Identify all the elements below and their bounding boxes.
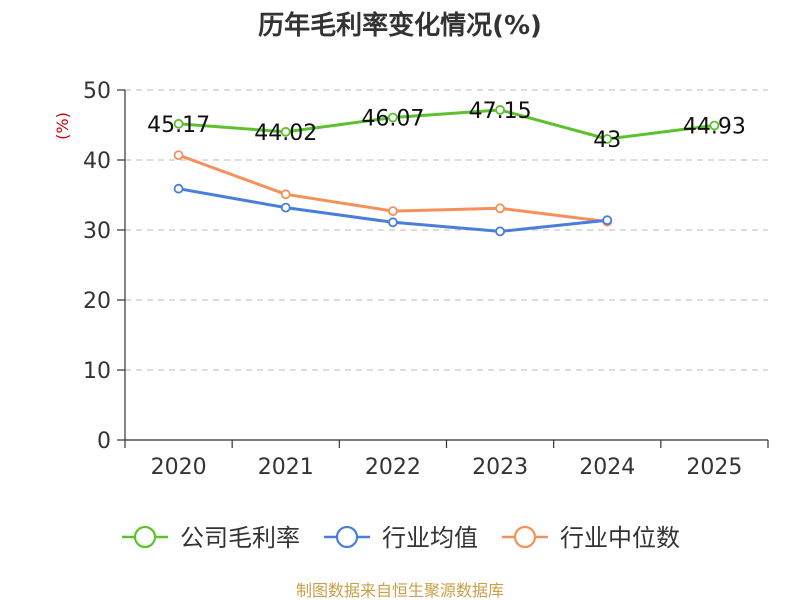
data-point [280, 189, 291, 200]
series: 45.17 44.02 46.07 47.15 43 44.93 [147, 99, 746, 237]
data-point [388, 217, 398, 228]
legend-label: 公司毛利率 [180, 524, 300, 552]
axes: 0 10 20 30 40 50 2020 2021 2022 2023 2024 2025 [83, 79, 769, 480]
y-tick-label: 0 [97, 429, 111, 454]
data-label: 43 [593, 128, 621, 153]
y-tick-label: 10 [83, 359, 111, 384]
series-1 [173, 183, 613, 237]
legend-label: 行业中位数 [560, 524, 680, 552]
y-tick-label: 40 [83, 149, 111, 174]
data-point [709, 120, 720, 131]
data-label: 45.17 [147, 113, 210, 138]
series-2 [173, 150, 613, 227]
legend: 公司毛利率 行业均值 行业中位数 [122, 524, 680, 552]
x-tick-label: 2022 [365, 455, 421, 480]
series-line [178, 108, 715, 141]
legend-swatch-marker [335, 525, 359, 549]
data-point [495, 105, 505, 115]
y-axis-label: (%) [53, 112, 72, 140]
data-label: 46.07 [361, 107, 424, 132]
y-tick-label: 50 [83, 79, 111, 104]
x-tick-label: 2024 [579, 455, 635, 480]
data-point [388, 206, 398, 217]
data-point [602, 134, 613, 144]
data-point [495, 203, 505, 214]
legend-swatch-marker [133, 525, 157, 549]
x-tick-label: 2020 [151, 455, 207, 480]
legend-item: 行业中位数 [502, 524, 680, 552]
y-tick-label: 20 [83, 289, 111, 314]
series-0: 45.17 44.02 46.07 47.15 43 44.93 [147, 99, 746, 153]
data-point [173, 118, 184, 129]
data-point [173, 150, 184, 161]
data-label: 44.93 [683, 114, 746, 139]
legend-item: 行业均值 [324, 524, 478, 552]
data-point [388, 112, 398, 123]
legend-item: 公司毛利率 [122, 524, 300, 552]
grid [125, 89, 768, 371]
data-point [495, 226, 505, 237]
x-tick-label: 2023 [472, 455, 528, 480]
data-point [280, 126, 291, 137]
legend-label: 行业均值 [382, 524, 478, 552]
data-point [280, 202, 291, 213]
x-tick-label: 2025 [686, 455, 742, 480]
chart-title: 历年毛利率变化情况(%) [258, 10, 542, 41]
source-note: 制图数据来自恒生聚源数据库 [296, 581, 504, 600]
y-tick-label: 30 [83, 219, 111, 244]
legend-swatch-marker [513, 525, 537, 549]
x-tick-label: 2021 [258, 455, 314, 480]
data-point [173, 183, 184, 194]
data-label: 44.02 [254, 121, 317, 146]
data-point [602, 215, 613, 226]
data-label: 47.15 [469, 99, 532, 124]
